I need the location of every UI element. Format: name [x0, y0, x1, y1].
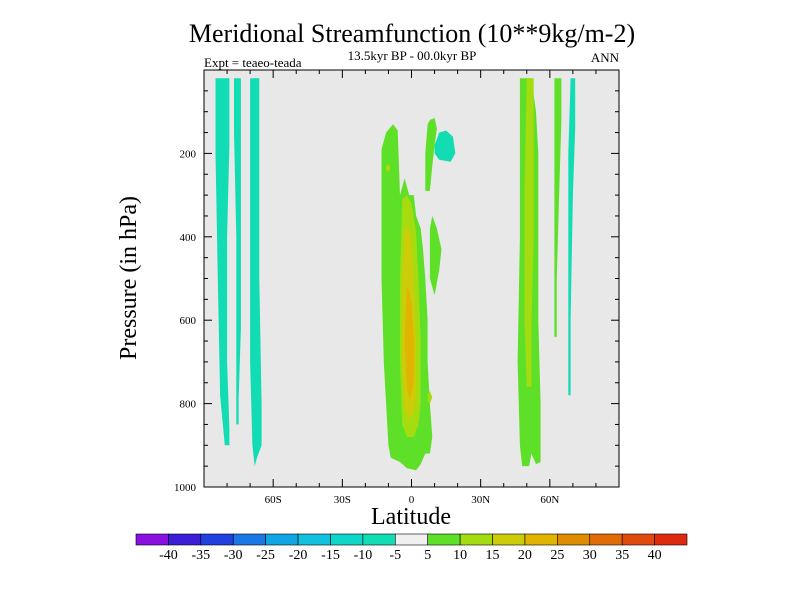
colorbar-label: 35	[615, 548, 629, 563]
axis-ticks: 60S 30S 0 30N 60N 200 400 600 800 1000	[174, 70, 619, 506]
season-label: ANN	[591, 50, 620, 65]
colorbar-label: -5	[389, 548, 401, 563]
colorbar-swatch-16	[654, 533, 688, 546]
colorbar-label: -40	[159, 548, 178, 563]
colorbar-swatch-1	[168, 533, 202, 546]
colorbar-label: 30	[583, 548, 597, 563]
contour-region-nh-tropical-patch	[434, 130, 456, 162]
colorbar-swatch-14	[589, 533, 623, 546]
y-tick-label: 200	[180, 148, 197, 160]
contour-region-tropical-small-spot-a	[386, 163, 391, 173]
contour-region-nh-high-lat-band	[568, 78, 576, 396]
y-tick-label: 800	[180, 399, 197, 411]
colorbar-swatch-12	[524, 533, 558, 546]
x-tick-label: 30S	[334, 494, 351, 506]
colorbar-label: -20	[289, 548, 308, 563]
colorbar-label: -15	[321, 548, 340, 563]
colorbar-swatch-9	[427, 533, 461, 546]
x-tick-label: 60S	[265, 494, 282, 506]
colorbar-swatch-4	[265, 533, 299, 546]
colorbar-swatch-6	[330, 533, 364, 546]
colorbar-label: 20	[518, 548, 532, 563]
x-tick-label: 60N	[540, 494, 559, 506]
y-axis-label: Pressure (in hPa)	[116, 196, 142, 360]
x-tick-label: 0	[409, 494, 415, 506]
y-tick-label: 400	[180, 232, 197, 244]
x-axis-label: Latitude	[371, 504, 451, 530]
colorbar-swatch-5	[297, 533, 331, 546]
colorbar-label: -10	[354, 548, 373, 563]
colorbar: -40 -35 -30 -25 -20 -15 -10 -5 5 10 15 20 25 30 35 40	[135, 533, 688, 563]
contour-region-tropical-small-spot-b	[427, 391, 433, 404]
y-tick-label: 1000	[174, 482, 197, 494]
colorbar-label: 5	[424, 548, 431, 563]
colorbar-swatch-7	[362, 533, 396, 546]
x-tick-label: 30N	[471, 494, 490, 506]
colorbar-swatch-10	[459, 533, 493, 546]
colorbar-swatch-13	[557, 533, 591, 546]
colorbar-swatch-0	[135, 533, 169, 546]
experiment-label: Expt = teaeo-teada	[204, 55, 302, 70]
colorbar-label: -35	[191, 548, 210, 563]
contour-region-tropical-cell-core	[404, 286, 414, 400]
colorbar-label: -25	[256, 548, 275, 563]
colorbar-label: -30	[224, 548, 243, 563]
contour-region-sh-high-lat-band-c	[250, 78, 262, 467]
contour-region-nh-midlat-inner-strip	[554, 78, 562, 337]
colorbar-swatch-3	[232, 533, 266, 546]
chart-title: Meridional Streamfunction (10**9kg/m-2)	[189, 19, 635, 48]
contour-region-sh-high-lat-band-b	[234, 78, 241, 425]
contour-region-tropical-cell-east-lobe	[429, 215, 442, 296]
colorbar-swatch-15	[621, 533, 655, 546]
colorbar-swatch-11	[492, 533, 526, 546]
y-tick-label: 600	[180, 315, 197, 327]
chart-subtitle: 13.5kyr BP - 00.0kyr BP	[348, 48, 477, 63]
contour-region-nh-midlat-cell-mid	[524, 78, 534, 387]
colorbar-swatch-2	[200, 533, 234, 546]
colorbar-swatch-8	[394, 533, 429, 546]
contour-region-sh-high-lat-band-a	[215, 78, 230, 446]
colorbar-label: 10	[453, 548, 467, 563]
colorbar-label: 15	[486, 548, 500, 563]
contour-regions	[215, 78, 576, 471]
contour-region-tropical-cell-north-lobe	[425, 118, 437, 191]
colorbar-label: 25	[550, 548, 564, 563]
colorbar-label: 40	[648, 548, 662, 563]
